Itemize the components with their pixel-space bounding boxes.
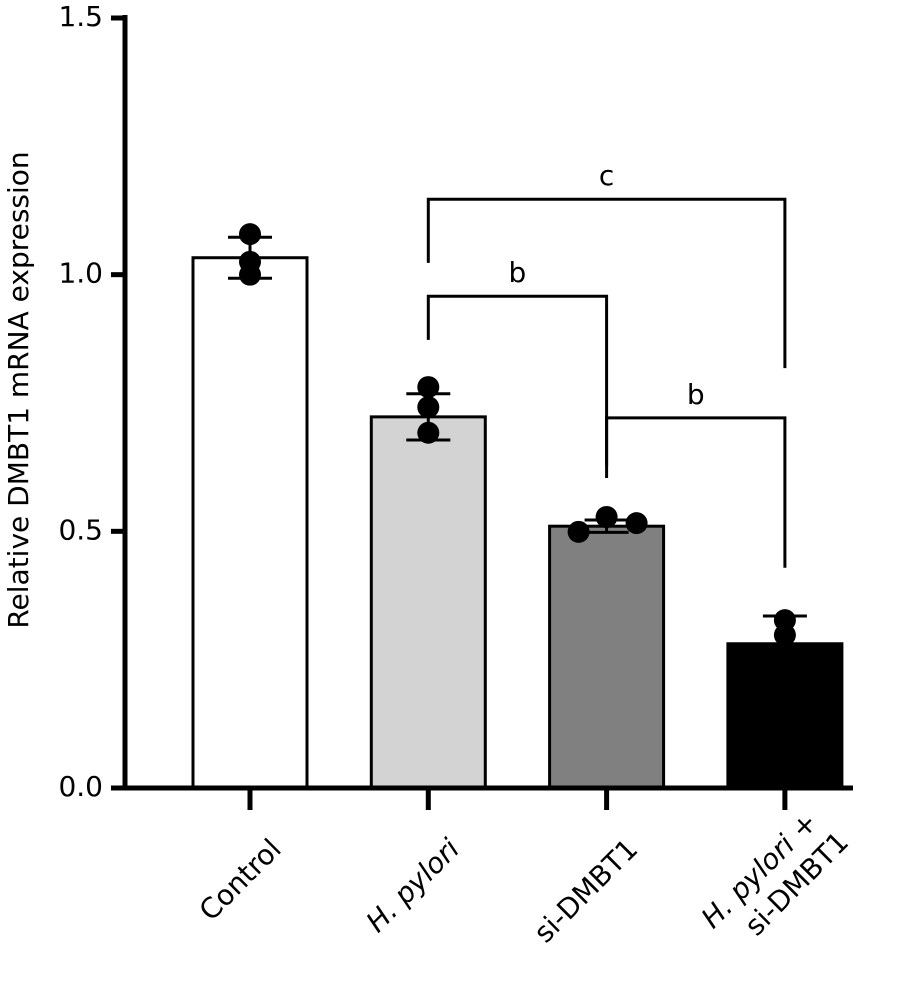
- y-tick-label: 1.0: [58, 257, 103, 290]
- significance-label: b: [509, 256, 527, 289]
- data-point: [595, 505, 618, 528]
- data-point: [417, 421, 440, 444]
- data-point: [773, 624, 796, 647]
- x-tick-label-group: si-DMBT1: [527, 832, 644, 949]
- significance-label: c: [599, 159, 614, 192]
- y-tick-label: 1.5: [58, 0, 103, 33]
- significance-label: b: [687, 378, 705, 411]
- data-point: [239, 263, 261, 286]
- x-tick-label-group: H. pylori +si-DMBT1: [695, 805, 855, 942]
- data-point: [417, 396, 440, 419]
- bar: [369, 415, 487, 790]
- data-point: [417, 376, 440, 399]
- y-tick-label: 0.0: [58, 770, 103, 803]
- x-tick-label-group: Control: [193, 832, 288, 927]
- y-axis-title: Relative DMBT1 mRNA expression: [2, 151, 35, 628]
- data-point: [239, 223, 261, 246]
- significance-bracket: [605, 416, 787, 568]
- x-tick-label: si-DMBT1: [527, 832, 644, 949]
- significance-bracket: [426, 294, 609, 467]
- x-tick-label-group: H. pylori: [360, 832, 467, 939]
- bar: [191, 256, 309, 790]
- y-tick-label: 0.5: [58, 513, 103, 546]
- significance-bracket: [426, 197, 787, 369]
- data-point: [567, 520, 590, 543]
- x-tick-label: H. pylori: [360, 832, 467, 939]
- data-point: [625, 512, 648, 535]
- bar: [548, 524, 666, 790]
- x-tick-label: Control: [193, 832, 288, 927]
